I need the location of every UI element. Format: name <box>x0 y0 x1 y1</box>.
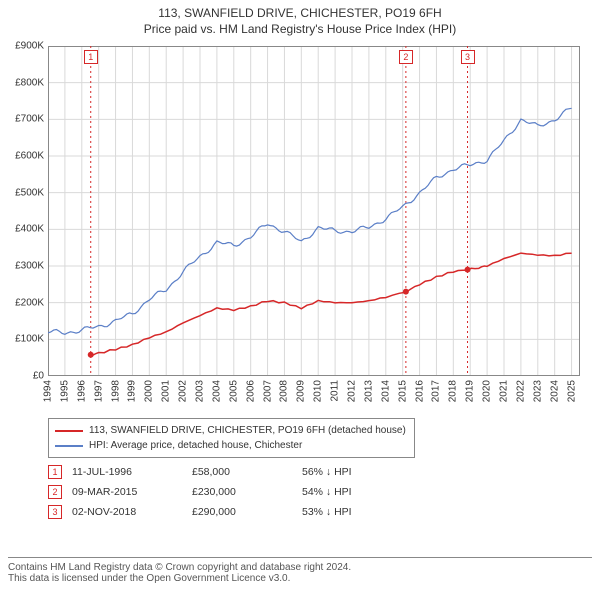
y-tick-label: £800K <box>0 77 44 88</box>
x-tick-label: 2011 <box>330 380 341 402</box>
x-tick-label: 2010 <box>313 380 324 402</box>
footer-line2: This data is licensed under the Open Gov… <box>8 573 592 584</box>
x-tick-label: 2013 <box>363 380 374 402</box>
x-tick-label: 2012 <box>347 380 358 402</box>
x-tick-label: 1999 <box>127 380 138 402</box>
x-tick-label: 2022 <box>515 380 526 402</box>
x-tick-label: 2000 <box>144 380 155 402</box>
x-tick-label: 2020 <box>482 380 493 402</box>
y-tick-label: £300K <box>0 261 44 272</box>
y-tick-label: £500K <box>0 187 44 198</box>
event-number-box: 3 <box>48 505 62 519</box>
x-tick-label: 1994 <box>43 380 54 402</box>
footer: Contains HM Land Registry data © Crown c… <box>8 557 592 584</box>
x-tick-label: 2002 <box>178 380 189 402</box>
x-tick-label: 2014 <box>380 380 391 402</box>
event-delta: 53% ↓ HPI <box>302 502 362 522</box>
x-tick-label: 1997 <box>93 380 104 402</box>
legend-label: HPI: Average price, detached house, Chic… <box>89 440 302 451</box>
x-tick-label: 2003 <box>195 380 206 402</box>
event-price: £230,000 <box>192 482 302 502</box>
x-tick-label: 2023 <box>532 380 543 402</box>
x-tick-label: 1995 <box>59 380 70 402</box>
legend-swatch <box>55 430 83 432</box>
legend: 113, SWANFIELD DRIVE, CHICHESTER, PO19 6… <box>48 418 415 458</box>
x-tick-label: 2021 <box>499 380 510 402</box>
footer-line1: Contains HM Land Registry data © Crown c… <box>8 562 592 573</box>
chart-container: 113, SWANFIELD DRIVE, CHICHESTER, PO19 6… <box>0 0 600 590</box>
x-tick-label: 1998 <box>110 380 121 402</box>
events-table: 1 11-JUL-1996£58,00056% ↓ HPI 2 09-MAR-2015… <box>48 462 362 522</box>
event-number-box: 1 <box>48 465 62 479</box>
title-line1: 113, SWANFIELD DRIVE, CHICHESTER, PO19 6… <box>0 6 600 20</box>
x-tick-label: 2024 <box>549 380 560 402</box>
x-tick-label: 2019 <box>465 380 476 402</box>
event-price: £58,000 <box>192 462 302 482</box>
event-row: 2 09-MAR-2015£230,00054% ↓ HPI <box>48 482 362 502</box>
event-row: 1 11-JUL-1996£58,00056% ↓ HPI <box>48 462 362 482</box>
x-tick-label: 2008 <box>279 380 290 402</box>
x-tick-label: 2015 <box>397 380 408 402</box>
event-date: 09-MAR-2015 <box>72 482 192 502</box>
legend-label: 113, SWANFIELD DRIVE, CHICHESTER, PO19 6… <box>89 425 406 436</box>
x-tick-label: 1996 <box>76 380 87 402</box>
x-tick-label: 2007 <box>262 380 273 402</box>
x-tick-label: 2006 <box>245 380 256 402</box>
event-delta: 56% ↓ HPI <box>302 462 362 482</box>
y-tick-label: £100K <box>0 334 44 345</box>
y-tick-label: £900K <box>0 41 44 52</box>
event-number-box: 2 <box>48 485 62 499</box>
title-line2: Price paid vs. HM Land Registry's House … <box>0 22 600 36</box>
x-tick-label: 2009 <box>296 380 307 402</box>
legend-row: 113, SWANFIELD DRIVE, CHICHESTER, PO19 6… <box>55 423 406 438</box>
x-tick-label: 2017 <box>431 380 442 402</box>
event-date: 11-JUL-1996 <box>72 462 192 482</box>
event-marker-box: 3 <box>461 50 475 64</box>
y-tick-label: £700K <box>0 114 44 125</box>
y-tick-label: £400K <box>0 224 44 235</box>
chart-plot <box>48 46 580 376</box>
x-tick-label: 2018 <box>448 380 459 402</box>
y-tick-label: £200K <box>0 297 44 308</box>
event-marker-box: 2 <box>399 50 413 64</box>
x-tick-label: 2025 <box>566 380 577 402</box>
event-price: £290,000 <box>192 502 302 522</box>
event-row: 3 02-NOV-2018£290,00053% ↓ HPI <box>48 502 362 522</box>
x-tick-label: 2016 <box>414 380 425 402</box>
x-tick-label: 2005 <box>228 380 239 402</box>
event-marker-box: 1 <box>84 50 98 64</box>
legend-row: HPI: Average price, detached house, Chic… <box>55 438 406 453</box>
x-tick-label: 2001 <box>161 380 172 402</box>
y-tick-label: £0 <box>0 371 44 382</box>
x-tick-label: 2004 <box>211 380 222 402</box>
legend-swatch <box>55 445 83 447</box>
titles: 113, SWANFIELD DRIVE, CHICHESTER, PO19 6… <box>0 0 600 36</box>
event-date: 02-NOV-2018 <box>72 502 192 522</box>
y-tick-label: £600K <box>0 151 44 162</box>
event-delta: 54% ↓ HPI <box>302 482 362 502</box>
